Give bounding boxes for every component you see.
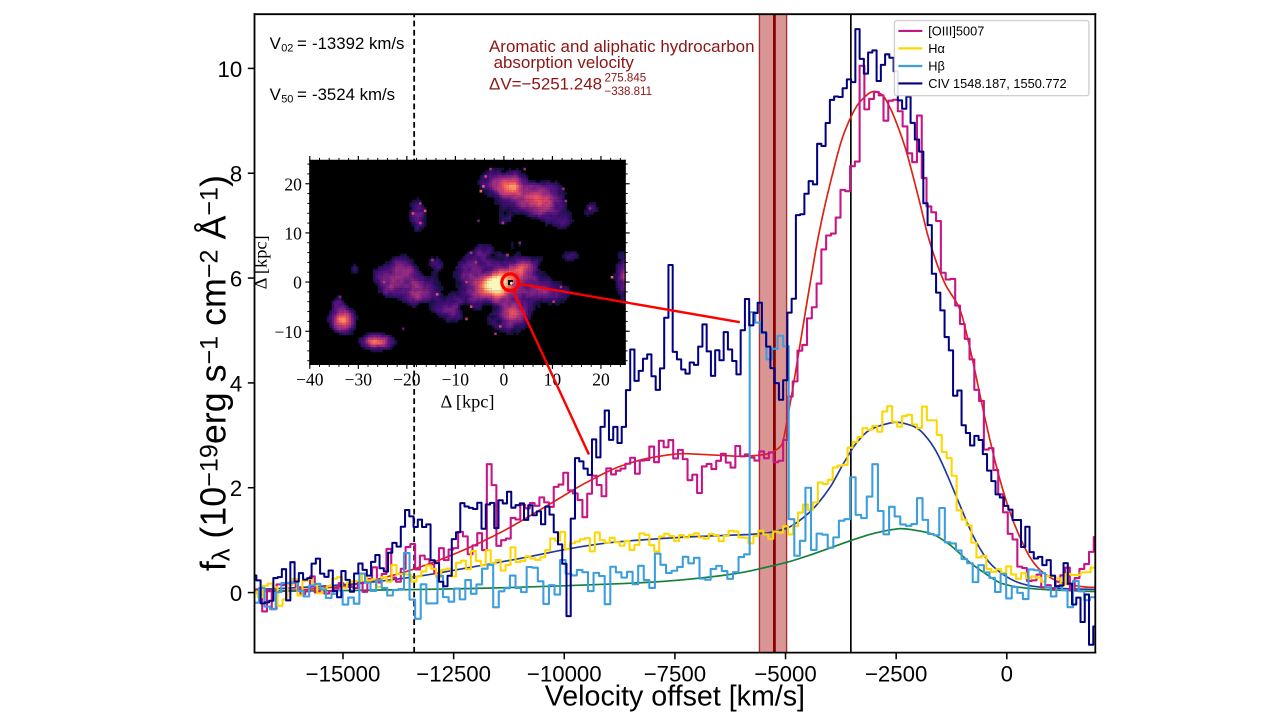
svg-text:Δ [kpc]: Δ [kpc] <box>440 391 494 411</box>
svg-text:−10: −10 <box>275 322 303 342</box>
svg-text:absorption velocity: absorption velocity <box>494 53 635 72</box>
svg-text:CIV 1548.187, 1550.772: CIV 1548.187, 1550.772 <box>928 76 1066 91</box>
svg-text:0: 0 <box>500 370 509 390</box>
svg-text:−40: −40 <box>296 370 324 390</box>
svg-text:4: 4 <box>230 371 242 396</box>
svg-text:-3524 km/s: -3524 km/s <box>312 85 395 104</box>
svg-text:−338.811: −338.811 <box>605 86 653 98</box>
svg-text:2: 2 <box>230 476 242 501</box>
svg-text:10: 10 <box>218 57 243 82</box>
svg-text:0: 0 <box>293 273 302 293</box>
svg-text:fλ (10−19erg s−1 cm−2 Å−1): fλ (10−19erg s−1 cm−2 Å−1) <box>194 175 236 571</box>
svg-text:−10: −10 <box>442 370 470 390</box>
svg-text:[OIII]5007: [OIII]5007 <box>928 23 984 38</box>
svg-text:Velocity offset [km/s]: Velocity offset [km/s] <box>545 680 805 712</box>
svg-text:8: 8 <box>230 162 242 187</box>
svg-text:V: V <box>270 85 282 104</box>
svg-text:0: 0 <box>1001 662 1013 687</box>
svg-text:−20: −20 <box>393 370 421 390</box>
svg-text:−10000: −10000 <box>527 662 602 687</box>
svg-text:=: = <box>297 34 307 53</box>
svg-text:20: 20 <box>592 370 610 390</box>
svg-text:−5000: −5000 <box>754 662 816 687</box>
svg-text:Hβ: Hβ <box>928 58 945 73</box>
svg-text:275.845: 275.845 <box>605 72 647 84</box>
svg-text:20: 20 <box>284 174 302 194</box>
svg-text:Hα: Hα <box>928 41 945 56</box>
svg-text:Aromatic and aliphatic hydroca: Aromatic and aliphatic hydrocarbon <box>489 37 755 56</box>
svg-text:6: 6 <box>230 267 242 292</box>
svg-text:−12500: −12500 <box>416 662 491 687</box>
svg-text:ΔV=−5251.248: ΔV=−5251.248 <box>489 74 602 93</box>
svg-text:50: 50 <box>281 94 293 106</box>
svg-text:−15000: −15000 <box>306 662 381 687</box>
svg-text:10: 10 <box>284 224 302 244</box>
svg-text:−30: −30 <box>345 370 373 390</box>
svg-text:-13392 km/s: -13392 km/s <box>312 34 404 53</box>
svg-text:02: 02 <box>281 43 293 55</box>
svg-text:−2500: −2500 <box>865 662 927 687</box>
svg-text:Δ [kpc]: Δ [kpc] <box>251 235 271 289</box>
svg-text:V: V <box>270 34 282 53</box>
svg-text:=: = <box>297 85 307 104</box>
svg-text:0: 0 <box>230 581 242 606</box>
svg-text:−7500: −7500 <box>644 662 706 687</box>
